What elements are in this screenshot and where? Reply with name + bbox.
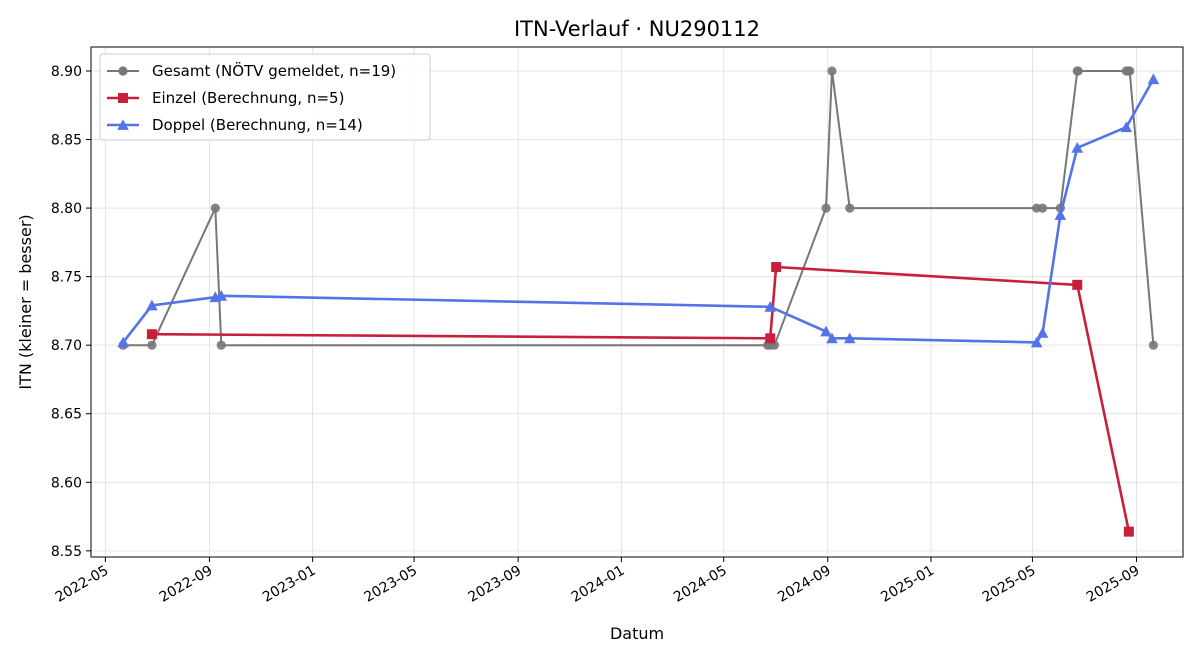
data-point-circle (147, 340, 157, 350)
data-point-triangle (826, 332, 838, 344)
data-point-triangle (1054, 209, 1067, 220)
y-tick-label: 8.75 (51, 270, 82, 286)
y-tick-label: 8.55 (51, 544, 82, 560)
data-point-square (118, 93, 128, 103)
data-point-circle (821, 203, 831, 213)
data-point-triangle (117, 336, 129, 348)
data-point-triangle (843, 332, 856, 344)
y-tick-label: 8.65 (51, 407, 82, 423)
data-point-circle (1037, 203, 1048, 213)
y-tick-label: 8.60 (51, 475, 82, 491)
data-point-triangle (1036, 327, 1049, 338)
data-point-triangle (764, 300, 777, 312)
data-point-circle (216, 340, 226, 350)
y-tick-label: 8.90 (51, 64, 82, 80)
plot-frame (90, 46, 1184, 558)
data-point-square (146, 329, 157, 340)
x-axis-label: Datum (610, 624, 664, 643)
legend-label: Doppel (Berechnung, n=14) (152, 116, 363, 134)
y-tick-label: 8.80 (51, 201, 82, 217)
legend-label: Gesamt (NÖTV gemeldet, n=19) (152, 61, 396, 80)
legend-label: Einzel (Berechnung, n=5) (152, 89, 344, 107)
series-3 (117, 73, 1160, 348)
data-point-circle (210, 203, 220, 213)
y-tick-label: 8.85 (51, 133, 82, 149)
legend-box (99, 53, 431, 141)
data-point-circle (1148, 340, 1158, 350)
data-point-triangle (215, 290, 228, 301)
data-point-triangle (820, 325, 832, 337)
data-point-square (1072, 279, 1083, 290)
data-point-triangle (1071, 141, 1084, 153)
data-point-circle (118, 66, 128, 76)
y-axis: 8.55 8.60 8.65 8.70 8.75 8.80 8.85 8.90 (51, 64, 91, 560)
data-point-square (765, 333, 776, 344)
data-point-circle (1073, 66, 1083, 76)
data-point-circle (827, 66, 837, 76)
data-point-triangle (117, 119, 129, 130)
series-2 (146, 262, 1134, 537)
data-point-triangle (1030, 336, 1043, 348)
data-point-circle (1125, 66, 1135, 76)
series-layer (117, 66, 1160, 537)
data-point-triangle (1147, 73, 1160, 85)
data-point-square (771, 262, 782, 273)
chart-title: ITN-Verlauf · NU290112 (514, 17, 760, 41)
legend: Gesamt (NÖTV gemeldet, n=19) Einzel (Bere… (99, 53, 431, 141)
data-point-square (1123, 526, 1134, 537)
y-axis-label: ITN (kleiner = besser) (16, 214, 35, 389)
y-tick-label: 8.70 (51, 338, 82, 354)
data-point-triangle (1120, 121, 1133, 133)
data-point-circle (845, 203, 855, 213)
data-point-triangle (146, 299, 158, 311)
